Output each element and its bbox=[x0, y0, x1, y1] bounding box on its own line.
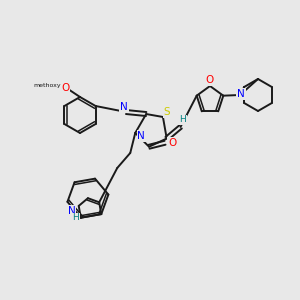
Text: H: H bbox=[179, 116, 186, 124]
Text: O: O bbox=[168, 138, 176, 148]
Text: O: O bbox=[61, 83, 69, 93]
Text: S: S bbox=[164, 107, 170, 117]
Text: O: O bbox=[206, 75, 214, 85]
Text: N: N bbox=[237, 89, 245, 99]
Text: H: H bbox=[72, 213, 79, 222]
Text: N: N bbox=[137, 131, 145, 141]
Text: N: N bbox=[68, 206, 76, 216]
Text: N: N bbox=[120, 102, 128, 112]
Text: methoxy: methoxy bbox=[33, 82, 61, 88]
